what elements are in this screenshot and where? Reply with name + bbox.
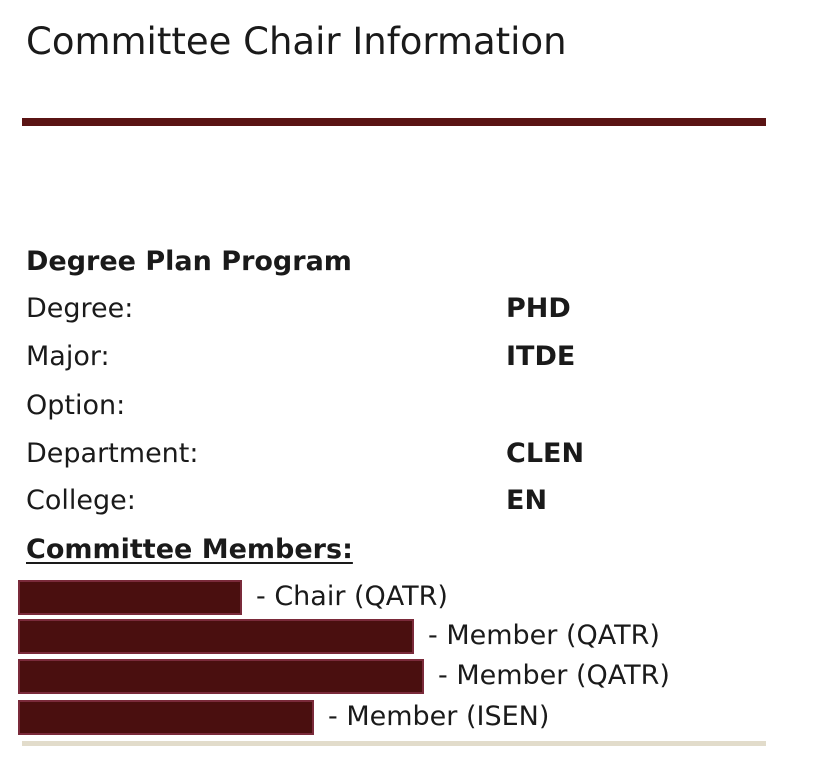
- title-divider: [22, 118, 766, 126]
- option-row: Option:: [26, 386, 726, 426]
- redacted-name: [18, 618, 414, 654]
- degree-label: Degree:: [26, 293, 134, 324]
- degree-plan-heading: Degree Plan Program: [26, 246, 352, 277]
- degree-value: PHD: [506, 293, 571, 324]
- department-label: Department:: [26, 438, 199, 469]
- committee-members-heading: Committee Members:: [26, 534, 353, 565]
- redacted-name: [18, 579, 242, 615]
- college-label: College:: [26, 485, 136, 516]
- member-role: - Member (QATR): [428, 620, 660, 651]
- committee-member-2: - Member (QATR): [18, 617, 660, 655]
- college-row: College: EN: [26, 481, 726, 521]
- page-title: Committee Chair Information: [26, 20, 567, 63]
- department-row: Department: CLEN: [26, 434, 726, 474]
- member-role: - Member (ISEN): [328, 701, 550, 732]
- major-row: Major: ITDE: [26, 337, 726, 377]
- major-value: ITDE: [506, 341, 576, 372]
- redacted-name: [18, 699, 314, 735]
- option-label: Option:: [26, 390, 126, 421]
- department-value: CLEN: [506, 438, 585, 469]
- college-value: EN: [506, 485, 548, 516]
- degree-row: Degree: PHD: [26, 289, 726, 329]
- member-role: - Chair (QATR): [256, 581, 448, 612]
- committee-member-3: - Member (QATR): [18, 657, 670, 695]
- redacted-name: [18, 658, 424, 694]
- committee-member-chair: - Chair (QATR): [18, 578, 448, 616]
- major-label: Major:: [26, 341, 110, 372]
- member-role: - Member (QATR): [438, 660, 670, 691]
- committee-member-4: - Member (ISEN): [18, 698, 549, 736]
- footer-divider: [22, 741, 766, 746]
